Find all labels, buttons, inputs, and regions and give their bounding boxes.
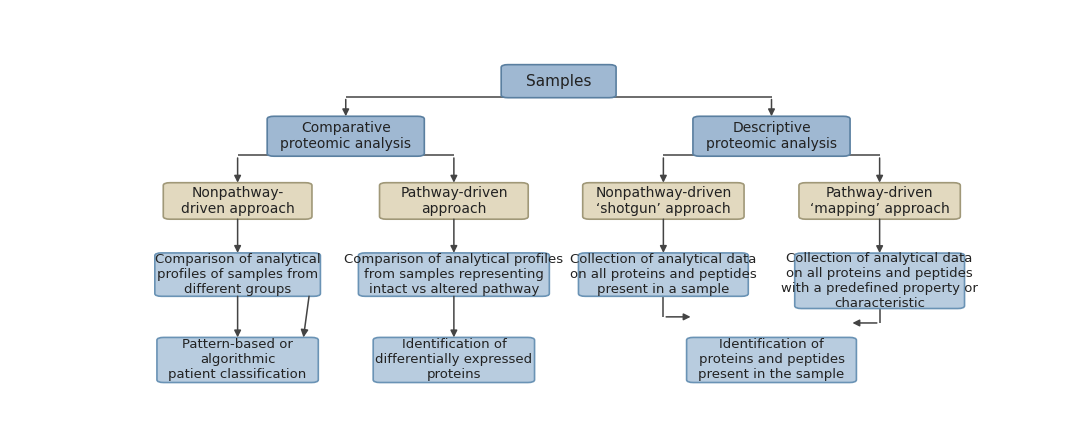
FancyBboxPatch shape (155, 253, 320, 296)
Text: Nonpathway-driven
‘shotgun’ approach: Nonpathway-driven ‘shotgun’ approach (595, 186, 731, 216)
FancyBboxPatch shape (373, 337, 534, 383)
FancyBboxPatch shape (799, 183, 960, 219)
Text: Identification of
proteins and peptides
present in the sample: Identification of proteins and peptides … (699, 338, 845, 381)
FancyBboxPatch shape (267, 116, 424, 156)
Text: Identification of
differentially expressed
proteins: Identification of differentially express… (375, 338, 532, 381)
Text: Pattern-based or
algorithmic
patient classification: Pattern-based or algorithmic patient cla… (169, 338, 306, 381)
FancyBboxPatch shape (157, 337, 318, 383)
Text: Nonpathway-
driven approach: Nonpathway- driven approach (181, 186, 294, 216)
FancyBboxPatch shape (579, 253, 748, 296)
FancyBboxPatch shape (687, 337, 857, 383)
FancyBboxPatch shape (164, 183, 312, 219)
FancyBboxPatch shape (583, 183, 744, 219)
Text: Collection of analytical data
on all proteins and peptides
with a predefined pro: Collection of analytical data on all pro… (782, 252, 978, 310)
FancyBboxPatch shape (501, 65, 616, 98)
Text: Collection of analytical data
on all proteins and peptides
present in a sample: Collection of analytical data on all pro… (570, 253, 756, 296)
Text: Comparison of analytical
profiles of samples from
different groups: Comparison of analytical profiles of sam… (155, 253, 320, 296)
FancyBboxPatch shape (359, 253, 549, 296)
Text: Comparative
proteomic analysis: Comparative proteomic analysis (280, 121, 411, 152)
FancyBboxPatch shape (379, 183, 529, 219)
Text: Comparison of analytical profiles
from samples representing
intact vs altered pa: Comparison of analytical profiles from s… (344, 253, 564, 296)
FancyBboxPatch shape (795, 253, 965, 308)
Text: Samples: Samples (525, 74, 592, 89)
Text: Descriptive
proteomic analysis: Descriptive proteomic analysis (706, 121, 837, 152)
Text: Pathway-driven
approach: Pathway-driven approach (400, 186, 508, 216)
FancyBboxPatch shape (693, 116, 850, 156)
Text: Pathway-driven
‘mapping’ approach: Pathway-driven ‘mapping’ approach (810, 186, 949, 216)
